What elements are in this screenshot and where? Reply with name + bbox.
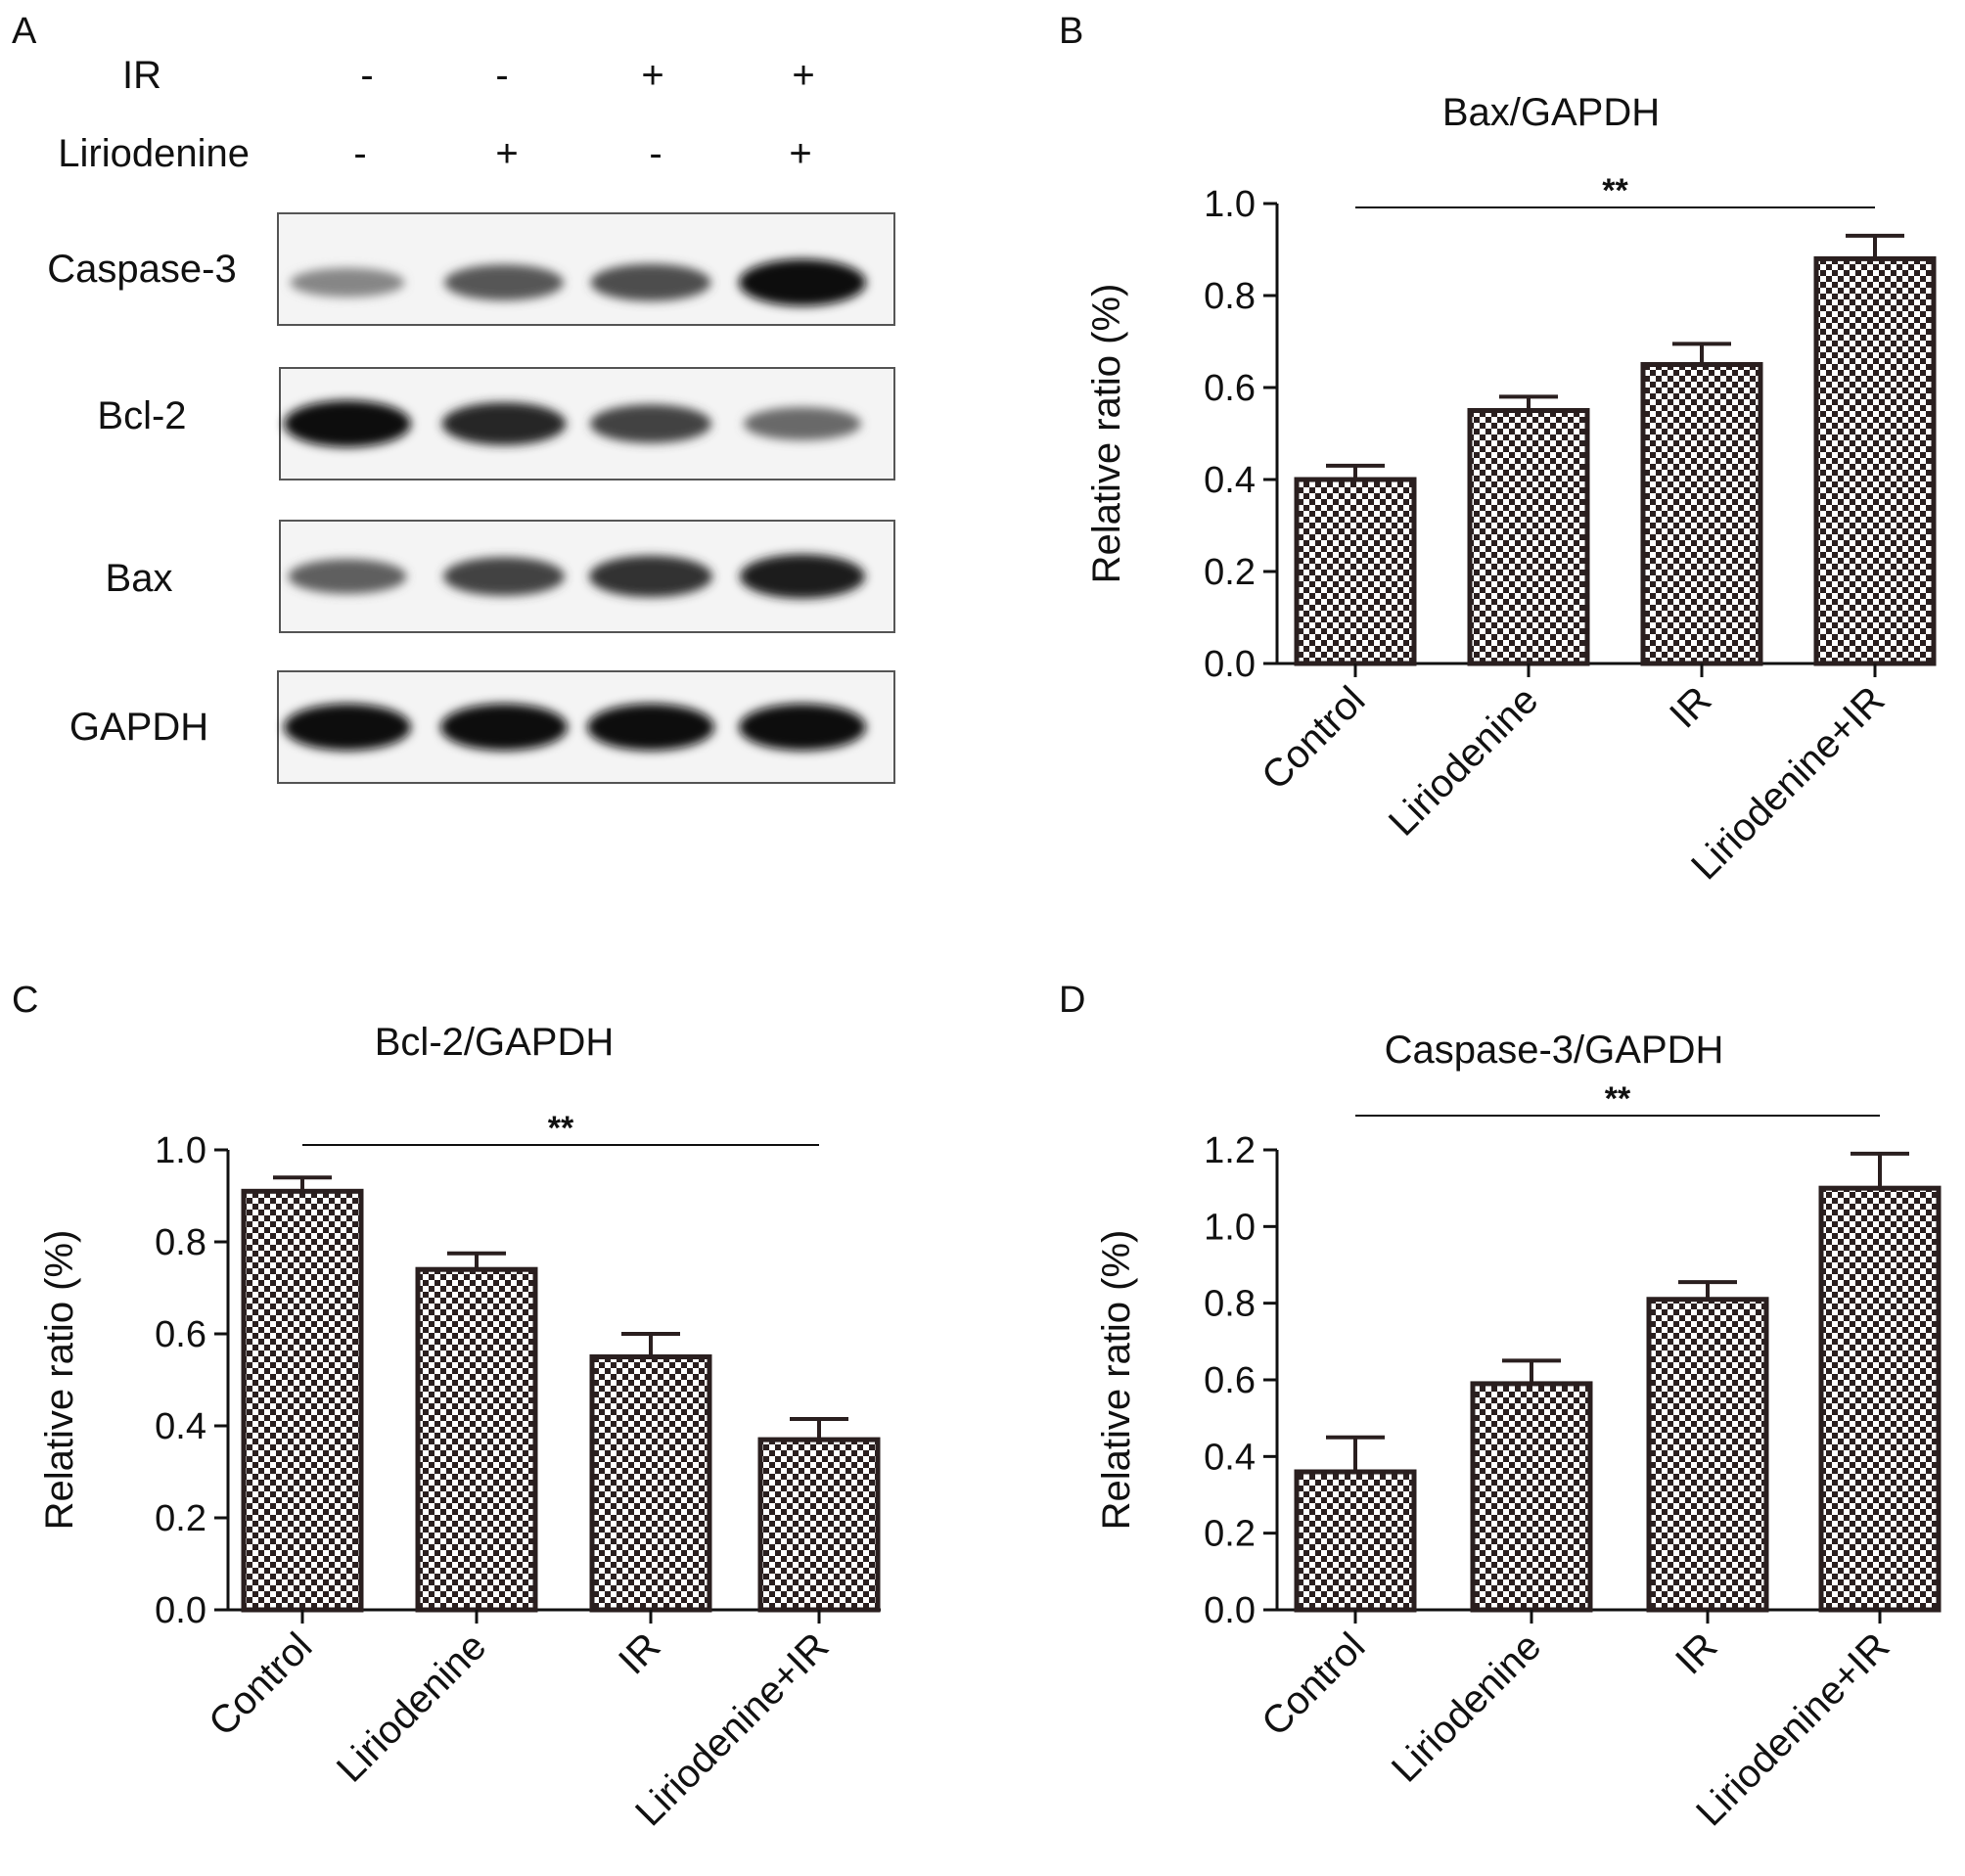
category-label: Control — [1254, 678, 1373, 798]
chart-title: Bax/GAPDH — [1442, 91, 1660, 134]
blot-band — [288, 559, 407, 594]
chart-bax-gapdh: Bax/GAPDH 0.0 0.2 0.4 0.6 0.8 1.0 Relative rati… — [1085, 91, 1937, 889]
y-axis-label: Relative ratio (%) — [38, 1230, 81, 1531]
y-axis-label: Relative ratio (%) — [1095, 1230, 1138, 1531]
y-tick-label: 0.6 — [155, 1314, 206, 1355]
significance-label: ** — [548, 1110, 574, 1147]
blot-band — [440, 704, 568, 751]
blot-band — [590, 263, 711, 301]
y-tick-label: 0.0 — [1204, 1590, 1256, 1631]
y-tick-label: 1.0 — [1204, 184, 1256, 225]
condition-mark: + — [495, 132, 518, 175]
band-label-bax: Bax — [106, 557, 173, 600]
blot-band-row — [277, 670, 895, 784]
category-label: Liriodenine — [329, 1624, 494, 1790]
blot-band — [284, 704, 411, 751]
blot-band — [284, 400, 411, 447]
bar — [415, 1266, 538, 1613]
blot-band — [441, 402, 567, 445]
bar — [589, 1354, 712, 1613]
category-label: Liriodenine — [1384, 1624, 1549, 1790]
blot-band-row — [279, 520, 895, 633]
blot-band — [739, 258, 866, 306]
chart-caspase3-gapdh: Caspase-3/GAPDH 0.0 0.2 0.4 0.6 0.8 1.0 1.2 Rela… — [1095, 1029, 1942, 1835]
category-label: IR — [1662, 678, 1719, 736]
blot-band — [740, 554, 865, 599]
bar — [1818, 1185, 1942, 1613]
blot-band — [587, 704, 714, 751]
chart-title: Caspase-3/GAPDH — [1385, 1029, 1724, 1072]
category-label: Liriodenine — [1381, 678, 1546, 844]
bar — [757, 1437, 881, 1613]
y-tick-label: 0.2 — [155, 1498, 206, 1539]
y-tick-label: 0.4 — [1204, 460, 1256, 501]
chart-bcl2-gapdh: Bcl-2/GAPDH 0.0 0.2 0.4 0.6 0.8 1.0 Relative ra… — [38, 1021, 881, 1835]
chart-title: Bcl-2/GAPDH — [375, 1021, 615, 1064]
y-tick-label: 0.6 — [1204, 368, 1256, 409]
significance-label: ** — [1605, 1080, 1631, 1118]
category-label: IR — [611, 1624, 668, 1682]
blot-band — [739, 704, 866, 751]
y-tick-label: 0.8 — [155, 1222, 206, 1263]
condition-mark: - — [353, 132, 366, 175]
band-label-gapdh: GAPDH — [69, 706, 208, 749]
condition-mark: - — [495, 54, 508, 97]
blot-band — [444, 264, 564, 301]
western-blot-panel: IR - - + + Liriodenine - + - + Caspase-3… — [47, 54, 895, 784]
bar — [1470, 1381, 1593, 1613]
y-tick-label: 1.2 — [1204, 1130, 1256, 1171]
bar — [1640, 362, 1763, 666]
condition-mark: + — [792, 54, 814, 97]
y-tick-label: 0.0 — [1204, 644, 1256, 685]
panel-letter-b: B — [1059, 11, 1083, 52]
blot-band — [443, 557, 565, 596]
bar — [1467, 408, 1590, 666]
bar — [1646, 1297, 1769, 1613]
y-tick-label: 0.6 — [1204, 1360, 1256, 1401]
blot-band — [590, 404, 711, 443]
condition-mark: - — [360, 54, 373, 97]
y-tick-label: 1.0 — [155, 1130, 206, 1171]
y-tick-label: 0.2 — [1204, 552, 1256, 593]
blot-band — [744, 407, 861, 440]
category-label: IR — [1668, 1624, 1725, 1682]
blot-band-row — [277, 212, 895, 326]
bar — [1294, 1469, 1417, 1613]
y-tick-label: 0.8 — [1204, 276, 1256, 317]
bar — [1294, 477, 1417, 666]
blot-band — [290, 267, 405, 297]
condition-mark: + — [789, 132, 811, 175]
blot-band — [589, 555, 712, 598]
y-tick-label: 1.0 — [1204, 1207, 1256, 1248]
bar — [241, 1188, 364, 1613]
condition-mark: - — [649, 132, 662, 175]
condition-label-liriodenine: Liriodenine — [58, 132, 250, 175]
band-label-caspase-3: Caspase-3 — [47, 248, 236, 291]
condition-mark: + — [641, 54, 663, 97]
significance-label: ** — [1602, 172, 1628, 209]
y-tick-label: 0.4 — [1204, 1437, 1256, 1478]
panel-letter-d: D — [1059, 980, 1085, 1021]
y-tick-label: 0.8 — [1204, 1284, 1256, 1325]
blot-band-row — [279, 367, 895, 480]
panel-letter-a: A — [12, 11, 37, 52]
category-label: Control — [1254, 1624, 1373, 1744]
bar — [1813, 255, 1937, 666]
band-label-bcl-2: Bcl-2 — [97, 394, 186, 437]
y-tick-label: 0.0 — [155, 1590, 206, 1631]
y-axis-label: Relative ratio (%) — [1085, 284, 1128, 584]
condition-label-ir: IR — [122, 54, 161, 97]
category-label: Control — [201, 1624, 320, 1744]
panel-letter-c: C — [12, 980, 38, 1021]
y-tick-label: 0.2 — [1204, 1514, 1256, 1555]
y-tick-label: 0.4 — [155, 1406, 206, 1447]
